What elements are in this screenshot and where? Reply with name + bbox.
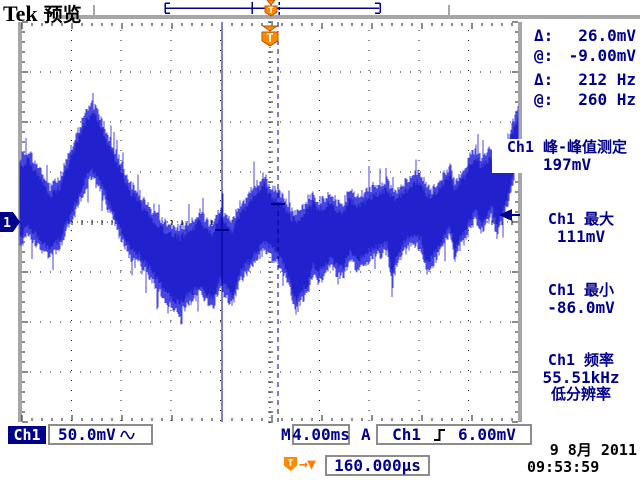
delta-voltage-value: 26.0mV [578,26,636,45]
down-triangle-icon: ▼ [307,455,316,473]
record-bar-trigger-marker[interactable] [264,5,278,17]
vertical-scale-value: 50.0mV [58,425,116,444]
horizontal-delay-readout: 160.000µs [325,455,430,476]
trigger-mode-label: A [361,425,371,444]
measurement-source: Ch1 [547,351,576,369]
header: Tek 预览 [3,0,82,27]
graticule-right-bar [518,22,522,422]
at-voltage-row: @: -9.00mV [534,46,636,66]
sine-coupling-icon [120,430,135,439]
bezel-tick [448,5,450,15]
top-bezel-band [57,15,640,19]
measurement-name: 峰-峰值测定 [543,138,628,156]
tek-logo: Tek [3,1,38,26]
measurement-frequency: Ch1 频率 55.51kHz 低分辨率 [524,352,638,402]
measurement-note: 低分辨率 [550,385,611,403]
channel-1-marker[interactable] [0,212,20,232]
at-voltage-value: -9.00mV [568,46,636,65]
delta-frequency-label: Δ: [534,70,554,89]
measurement-name: 最大 [584,210,615,228]
trigger-level-arrow[interactable] [499,209,520,221]
trigger-position-marker-arrow[interactable] [261,25,279,32]
at-frequency-row: @: 260 Hz [534,90,636,110]
cursor-1-amplitude-tick [215,229,229,231]
trigger-position-marker[interactable] [261,31,279,47]
trigger-source: Ch1 [392,425,422,444]
measurement-value: -86.0mV [547,298,615,317]
date-text: 9 8月 2011 [549,441,637,459]
delta-voltage-label: Δ: [534,26,554,45]
datetime-panel: 9 8月 2011 09:53:59 [527,442,637,476]
rising-edge-icon [434,428,446,441]
right-arrow-icon: → [299,455,308,473]
measurement-value: 111mV [556,227,606,246]
at-frequency-value: 260 Hz [578,90,636,109]
measurement-maximum: Ch1 最大 111mV [524,211,638,245]
trigger-readout: Ch1 6.00mV [376,424,532,445]
bezel-tick [93,5,95,15]
channel-1-badge: Ch1 [8,426,46,444]
channel-1-marker-label: 1 [3,216,11,231]
acquisition-mode-label: 预览 [43,4,82,26]
timebase-label: M [281,425,291,444]
trigger-level: 6.00mV [458,425,516,444]
cursor-2-amplitude-tick [271,203,285,205]
measurement-peak-to-peak: Ch1 峰-峰值测定 197mV [492,139,640,173]
cursor-readout-panel: Δ: 26.0mV @: -9.00mV Δ: 212 Hz @: 260 Hz [534,26,636,110]
delta-frequency-row: Δ: 212 Hz [534,70,636,90]
measurement-value: 197mV [542,155,592,174]
record-bar-trigger-marker-letter: T [268,6,274,16]
record-bar-trigger-marker-arrow[interactable] [266,0,276,6]
delta-frequency-value: 212 Hz [578,70,636,89]
measurement-minimum: Ch1 最小 -86.0mV [524,282,638,316]
measurement-name: 最小 [584,281,615,299]
waveform-ch1 [19,112,519,305]
time-text: 09:53:59 [527,458,600,476]
vertical-scale-readout: 50.0mV [48,424,153,445]
measurement-value: 55.51kHz [542,368,620,387]
trigger-position-icon: T [284,457,297,471]
at-voltage-label: @: [534,46,554,65]
trigger-position-marker-letter: T [266,31,273,45]
measurement-name: 频率 [584,351,615,369]
at-frequency-label: @: [534,90,554,109]
measurement-source: Ch1 [547,210,576,228]
measurement-source: Ch1 [506,138,534,156]
measurement-source: Ch1 [547,281,576,299]
delta-voltage-row: Δ: 26.0mV [534,26,636,46]
timebase-readout: 4.00ms [292,424,350,445]
